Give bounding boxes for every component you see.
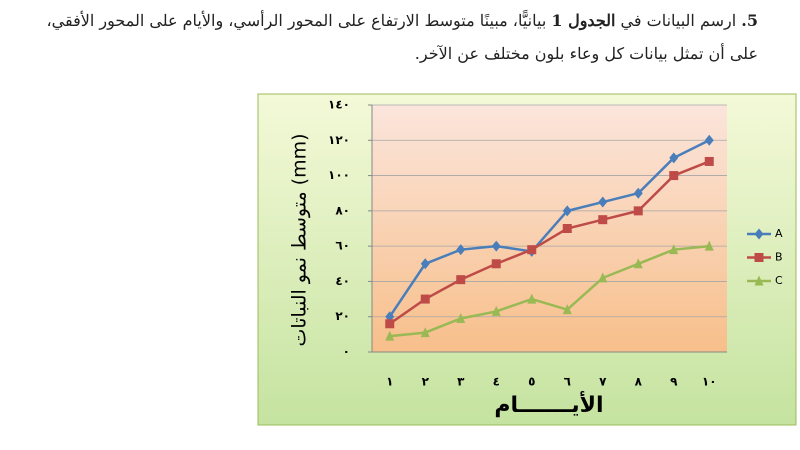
marker bbox=[704, 240, 714, 251]
legend-label: A bbox=[775, 227, 783, 240]
marker bbox=[633, 187, 643, 199]
x-tick-label: ٩ bbox=[670, 375, 678, 389]
marker bbox=[669, 152, 679, 164]
question-text: بيانيًّا، مبينًا متوسط الارتفاع على المح… bbox=[46, 11, 759, 63]
plot-area bbox=[372, 105, 727, 352]
x-tick-label: ٨ bbox=[635, 375, 643, 389]
series-line bbox=[389, 244, 710, 338]
legend-label: B bbox=[775, 251, 783, 264]
x-tick-label: ٦ bbox=[564, 375, 571, 389]
x-axis-label: الأيـــــــام bbox=[494, 390, 603, 418]
marker bbox=[456, 312, 466, 323]
marker bbox=[598, 272, 608, 283]
y-tick-label: ١٤٠ bbox=[328, 98, 350, 112]
marker bbox=[385, 330, 395, 341]
marker bbox=[598, 196, 608, 208]
marker bbox=[633, 206, 643, 216]
marker bbox=[420, 294, 430, 304]
marker bbox=[633, 258, 643, 269]
marker bbox=[527, 293, 537, 304]
marker bbox=[420, 327, 430, 338]
x-tick-label: ٣ bbox=[457, 375, 465, 389]
marker bbox=[527, 245, 537, 255]
y-axis-label: متوسط نمو النباتات (mm) bbox=[289, 133, 311, 346]
y-tick-label: ٦٠ bbox=[335, 239, 350, 253]
marker bbox=[562, 224, 572, 233]
series-line bbox=[389, 160, 710, 325]
series-line bbox=[388, 139, 710, 318]
marker bbox=[704, 156, 714, 166]
x-tick-label: ٧ bbox=[599, 375, 607, 389]
marker bbox=[754, 253, 764, 262]
marker bbox=[385, 319, 395, 329]
question-text: ارسم البيانات في bbox=[615, 11, 737, 30]
question-number: 5. bbox=[741, 11, 758, 30]
marker bbox=[456, 275, 466, 285]
marker bbox=[704, 134, 714, 146]
y-tick-label: ٤٠ bbox=[335, 274, 350, 288]
marker bbox=[754, 275, 764, 286]
marker bbox=[754, 228, 764, 240]
marker bbox=[669, 171, 679, 181]
marker bbox=[456, 244, 466, 256]
x-tick-label: ٥ bbox=[528, 375, 535, 389]
marker bbox=[491, 305, 501, 316]
y-tick-label: ٠ bbox=[343, 345, 350, 359]
marker bbox=[420, 258, 430, 270]
y-tick-label: ١٢٠ bbox=[328, 133, 350, 147]
y-tick-label: ٨٠ bbox=[335, 203, 350, 217]
marker bbox=[598, 215, 608, 225]
marker bbox=[491, 259, 501, 269]
x-tick-label: ٢ bbox=[422, 375, 430, 389]
x-tick-label: ١٠ bbox=[702, 375, 717, 389]
question: 5. ارسم البيانات في الجدول 1 بيانيًّا، م… bbox=[18, 4, 759, 70]
y-tick-label: ١٠٠ bbox=[328, 168, 350, 182]
marker bbox=[669, 244, 679, 255]
marker bbox=[491, 240, 501, 252]
question-bold: الجدول 1 bbox=[551, 11, 616, 30]
marker bbox=[562, 205, 572, 217]
x-tick-label: ٤ bbox=[493, 375, 500, 389]
y-tick-label: ٢٠ bbox=[335, 309, 350, 323]
marker bbox=[562, 304, 572, 315]
legend-label: C bbox=[775, 274, 783, 287]
x-tick-label: ١ bbox=[386, 375, 393, 389]
